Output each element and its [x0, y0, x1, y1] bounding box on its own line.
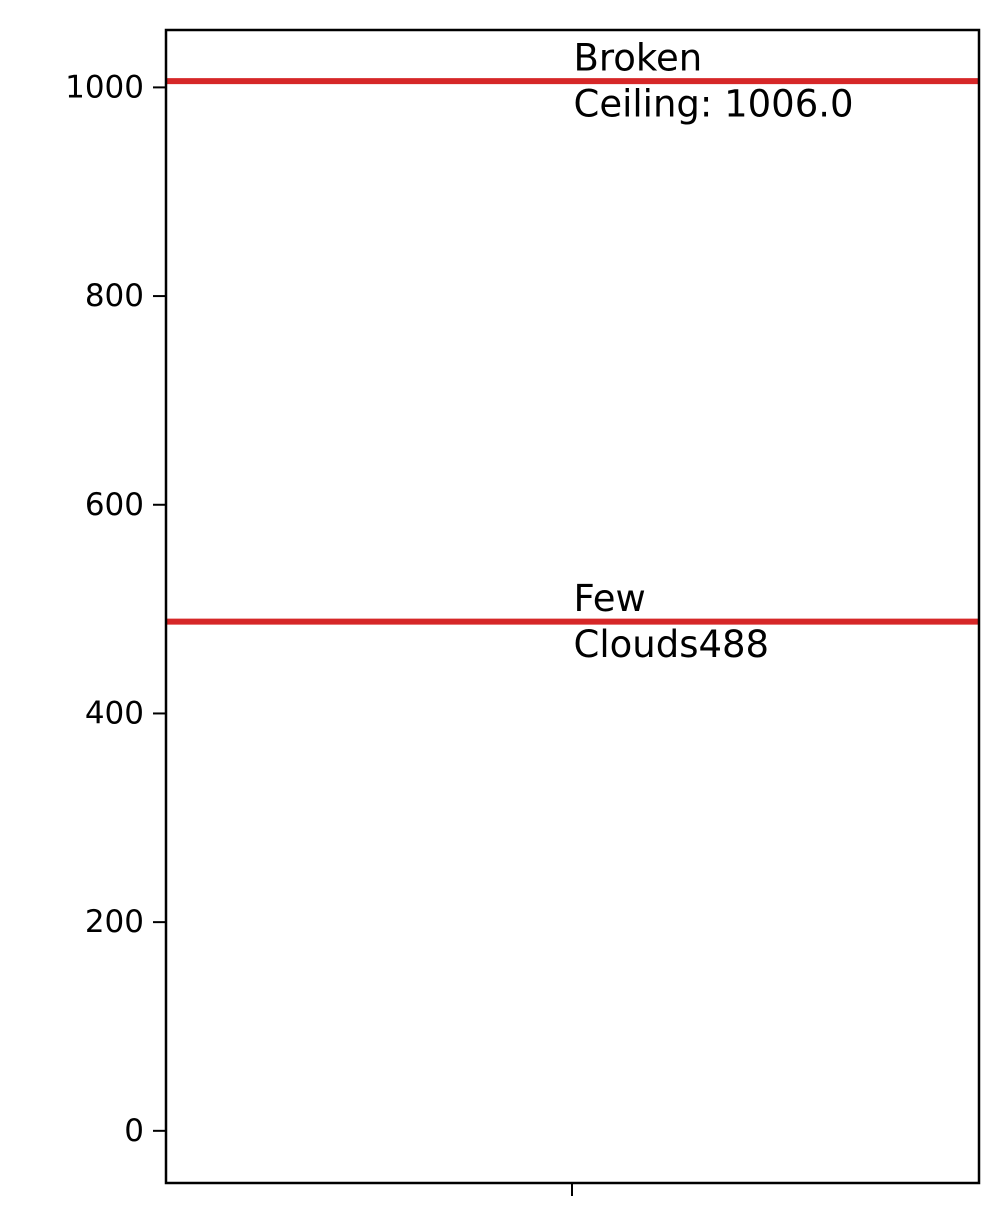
y-tick-label: 1000 — [65, 69, 144, 105]
cloud-layer-lines — [166, 78, 979, 625]
y-tick-label: 400 — [85, 695, 144, 731]
cloud-layer-label-line: Ceiling: 1006.0 — [574, 83, 854, 126]
cloud-layer-label-line: Clouds488 — [574, 623, 770, 666]
cloud-layer-label: Broken Ceiling: 1006.0 — [574, 37, 854, 126]
cloud-layer-label-line: Few — [574, 577, 646, 620]
cloud-layer-label-line: Broken — [574, 37, 703, 80]
y-tick-label: 200 — [85, 904, 144, 940]
cloud-layer-labels: Broken Ceiling: 1006.0 Few Clouds488 — [574, 37, 854, 667]
y-tick-label: 800 — [85, 278, 144, 314]
y-axis: 0 200 400 600 800 1000 — [65, 69, 166, 1149]
y-tick-label: 0 — [124, 1113, 144, 1149]
y-tick-label: 600 — [85, 487, 144, 523]
cloud-layer-label: Few Clouds488 — [574, 577, 770, 666]
